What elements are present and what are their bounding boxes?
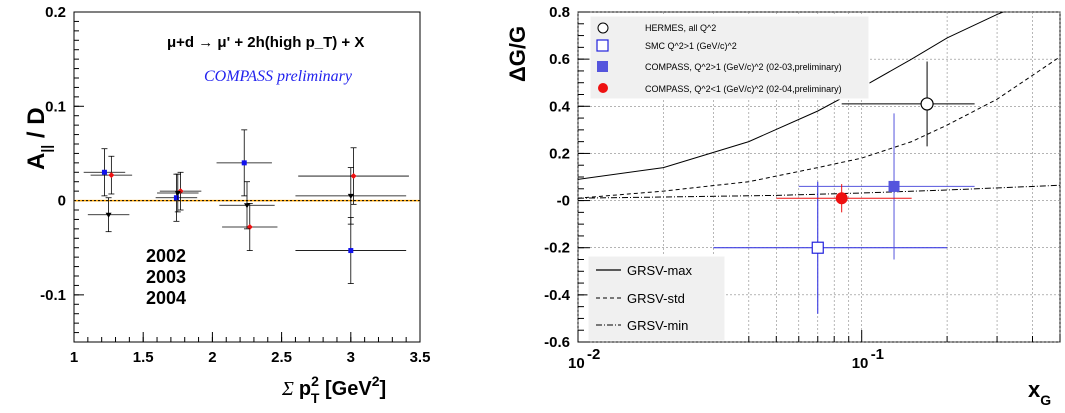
point-compass-high	[888, 180, 900, 192]
left-x-tick-label: 2	[208, 349, 216, 366]
legend-2003: 2003	[146, 267, 186, 287]
left-point-2002	[241, 160, 247, 166]
right-y-tick-label: -0.4	[544, 287, 571, 304]
left-point-2002	[101, 169, 107, 175]
right-y-tick-label: -0	[557, 193, 570, 210]
right-x-tick-exponent: -2	[587, 346, 600, 363]
left-data-points	[83, 129, 409, 284]
left-process-label: μ+d → μ' + 2h(high p_T) + X	[167, 34, 364, 51]
left-x-tick-label: 1.5	[133, 349, 154, 366]
left-x-tick-label: 1	[70, 349, 78, 366]
left-point-2004	[105, 212, 112, 218]
legend-grsv-std: GRSV-std	[596, 291, 685, 306]
legend-grsv-max: GRSV-max	[596, 263, 693, 278]
legend-compass-high: COMPASS, Q^2>1 (GeV/c)^2 (02-03,prelimin…	[597, 61, 842, 72]
right-y-tick-label: 0.2	[549, 145, 570, 162]
left-point-2002	[348, 248, 354, 254]
left-point-2003	[350, 173, 357, 180]
left-x-axis-title: Σ p2 T [GeV2]	[281, 373, 386, 406]
left-chart: 1 1.5 2 2.5 3 3.5 0.2 0.1 0 -0.1 μ+d → μ' + 2h(hi…	[23, 4, 430, 406]
left-y-axis-title: A|| / D	[23, 107, 54, 170]
left-y-tick-label: 0	[58, 193, 66, 210]
left-x-tick-label: 3.5	[410, 349, 431, 366]
legend-grsv-min-label: GRSV-min	[627, 318, 688, 333]
right-x-axis-title: xG	[1028, 377, 1051, 408]
right-x-tick-label: 10	[568, 355, 585, 372]
legend-2004: 2004	[146, 288, 186, 308]
legend-2002: 2002	[146, 246, 186, 266]
curve-grsv-std	[578, 56, 1060, 199]
right-grid	[577, 11, 1061, 343]
right-y-tick-label: 0.8	[549, 4, 570, 21]
legend-hermes-label: HERMES, all Q^2	[645, 23, 716, 33]
left-y-tick-label: -0.1	[40, 287, 66, 304]
left-point-2003	[108, 172, 115, 179]
curve-grsv-min	[578, 184, 1060, 199]
point-compass-low	[835, 192, 848, 205]
legend-compass-low-label: COMPASS, Q^2<1 (GeV/c)^2 (02-04,prelimin…	[645, 84, 842, 94]
right-y-axis-title: ΔG/G	[505, 26, 530, 82]
right-chart: 10-210-10.80.60.40.2-0-0.2-0.4-0.6 HERME…	[505, 4, 1061, 408]
left-axis-ticks: 1 1.5 2 2.5 3 3.5 0.2 0.1 0 -0.1	[40, 4, 430, 366]
right-x-tick-label: 10	[852, 355, 869, 372]
left-point-2004	[174, 191, 181, 197]
left-annotation: COMPASS preliminary	[204, 68, 353, 85]
point-hermes	[920, 97, 934, 111]
legend-grsv-min: GRSV-min	[596, 318, 688, 333]
legend-hermes: HERMES, all Q^2	[597, 22, 716, 34]
right-x-tick-exponent: -1	[871, 346, 884, 363]
legend-compass-low: COMPASS, Q^2<1 (GeV/c)^2 (02-04,prelimin…	[598, 83, 842, 94]
left-y-tick-label: 0.2	[45, 4, 66, 21]
left-plot-frame	[73, 11, 421, 343]
left-point-2004	[244, 203, 250, 209]
legend-smc-label: SMC Q^2>1 (GeV/c)^2	[645, 41, 737, 51]
right-y-tick-label: -0.2	[544, 240, 570, 257]
left-y-tick-label: 0.1	[45, 98, 66, 115]
legend-grsv-std-label: GRSV-std	[627, 291, 685, 306]
point-smc	[811, 241, 824, 254]
left-x-tick-label: 3	[347, 349, 355, 366]
left-point-2004	[347, 193, 354, 199]
legend-smc: SMC Q^2>1 (GeV/c)^2	[596, 39, 737, 52]
right-y-tick-label: -0.6	[544, 334, 570, 351]
right-data-points	[713, 61, 975, 314]
right-y-tick-label: 0.4	[549, 98, 571, 115]
legend-compass-high-label: COMPASS, Q^2>1 (GeV/c)^2 (02-03,prelimin…	[645, 62, 842, 72]
right-y-tick-label: 0.6	[549, 51, 570, 68]
right-axis-ticks: 10-210-10.80.60.40.2-0-0.2-0.4-0.6	[544, 4, 1061, 372]
left-point-2002	[173, 195, 179, 201]
legend-grsv-max-label: GRSV-max	[627, 263, 693, 278]
left-x-tick-label: 2.5	[271, 349, 292, 366]
right-legend-box	[589, 15, 870, 100]
